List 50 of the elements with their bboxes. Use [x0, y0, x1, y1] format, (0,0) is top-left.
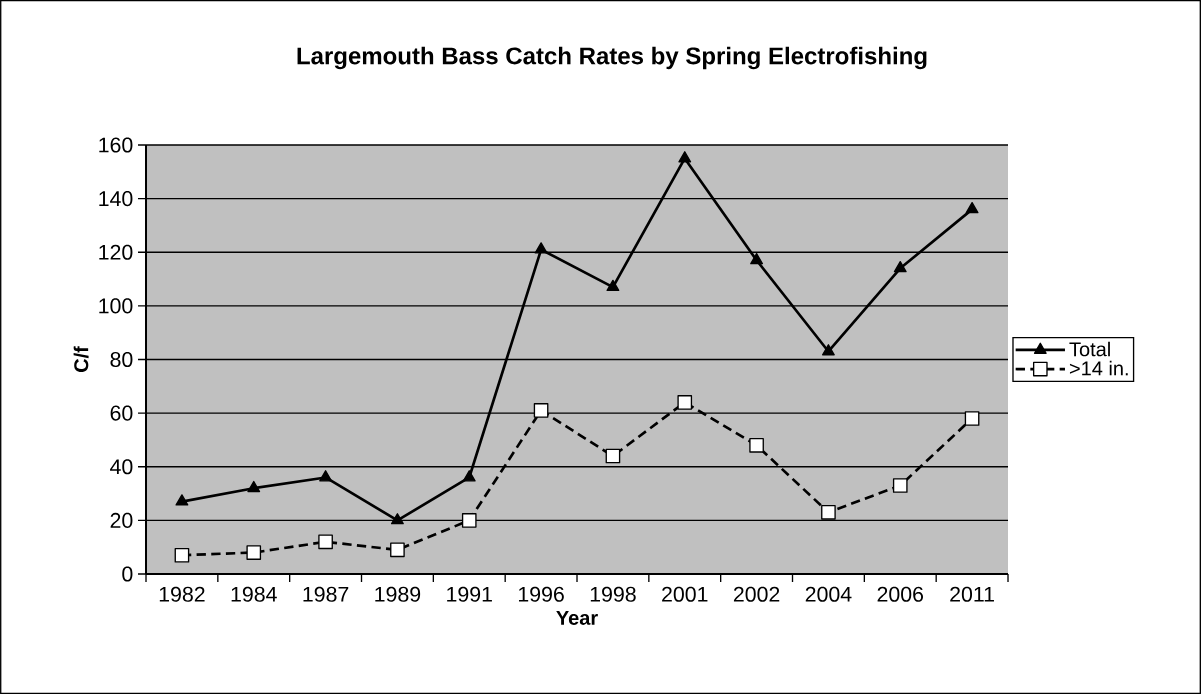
point [390, 542, 405, 558]
y-tick-label: 100 [99, 298, 133, 314]
point [319, 470, 333, 482]
y-tick-label: 160 [99, 137, 133, 153]
point [605, 448, 621, 464]
x-tick-label: 1987 [303, 586, 349, 602]
x-axis-title: Year [556, 610, 598, 625]
chart-title: Largemouth Bass Catch Rates by Spring Electrofishing [297, 46, 927, 70]
point [749, 437, 764, 453]
y-tick-label: 60 [110, 405, 133, 421]
point [174, 547, 190, 563]
point [318, 534, 333, 550]
point [677, 395, 693, 410]
y-tick-label: 120 [99, 244, 133, 260]
y-tick-label: 80 [110, 351, 133, 368]
x-tick-label: 1989 [375, 586, 421, 602]
x-tick-label: 1991 [447, 586, 492, 602]
x-tick-label: 1998 [590, 586, 636, 602]
point [965, 202, 979, 214]
x-tick-label: 2002 [733, 586, 780, 602]
y-tick-label: 20 [110, 512, 133, 528]
x-tick-label: 1982 [159, 586, 205, 602]
legend-label: Total [1069, 341, 1110, 357]
point [247, 480, 261, 493]
point [246, 545, 262, 560]
x-tick-label: 2004 [805, 586, 852, 602]
x-tick-label: 2011 [950, 586, 994, 602]
point [533, 403, 549, 418]
point [175, 494, 189, 506]
y-axis-title: C/f [73, 346, 89, 373]
point [750, 252, 764, 265]
y-tick-label: 40 [110, 459, 133, 475]
point [892, 478, 908, 493]
x-tick-label: 2001 [662, 586, 708, 602]
point [462, 470, 476, 482]
point [461, 513, 477, 528]
legend-label: >14 in. [1069, 360, 1128, 376]
x-tick-label: 1984 [231, 586, 277, 602]
y-tick-label: 140 [99, 191, 133, 207]
point [821, 505, 836, 520]
y-tick-label: 0 [122, 566, 133, 582]
point [534, 242, 548, 254]
point [964, 411, 980, 426]
point [893, 261, 907, 273]
point [606, 279, 620, 292]
point [821, 344, 835, 356]
point [390, 513, 404, 525]
x-tick-label: 1996 [518, 586, 564, 602]
point [678, 151, 692, 163]
x-tick-label: 2006 [877, 586, 924, 602]
